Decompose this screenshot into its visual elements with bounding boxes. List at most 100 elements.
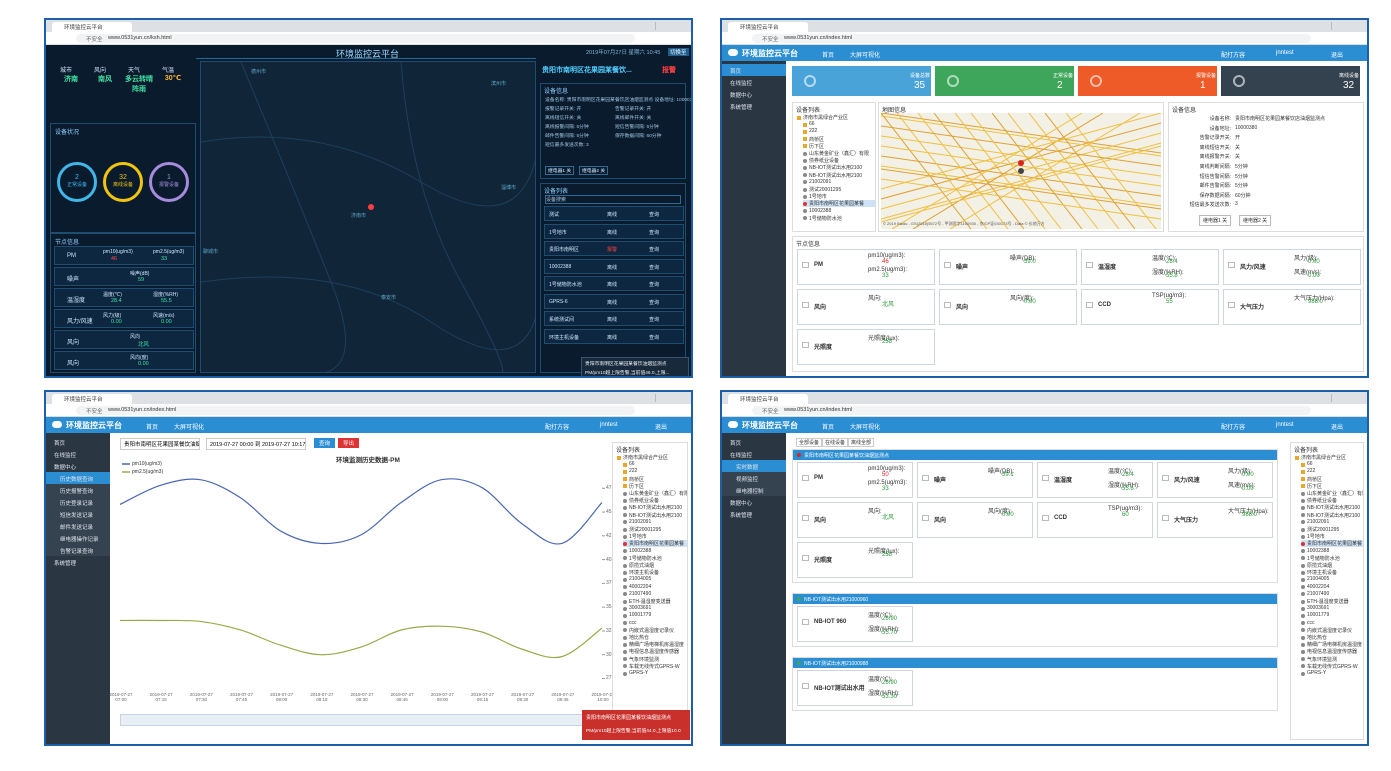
tree-item[interactable]: NB-IOT测试出水用2100 xyxy=(1301,504,1363,511)
filter-tab[interactable]: 全部设备 xyxy=(796,438,823,447)
tree-item[interactable]: 济南市黑绿合产业区 xyxy=(1295,454,1357,461)
filter-tab[interactable]: 在线设备 xyxy=(822,438,849,447)
tree-item[interactable]: 债券纸业设备 xyxy=(803,157,875,164)
tree-item[interactable]: 电视信息温湿度传感器 xyxy=(1301,648,1363,655)
tree-item[interactable]: 环境主机设备 xyxy=(623,569,687,576)
relay-button[interactable]: 继电器2 关 xyxy=(579,166,609,175)
relay-button[interactable]: 继电器1 关 xyxy=(545,166,575,175)
tree-item[interactable]: 气象环境监测 xyxy=(623,656,687,663)
nav-item[interactable]: 大屏可视化 xyxy=(850,53,881,59)
tree-item[interactable]: NB-IOT测试出水用2100 xyxy=(1301,512,1363,519)
query-button[interactable]: 查询 xyxy=(649,334,660,341)
sidebar-item[interactable]: 数据中心 xyxy=(722,88,786,100)
tree-item[interactable]: ETH-温湿度变送器 xyxy=(1301,598,1363,605)
org-menu[interactable]: 配打方容 xyxy=(1221,53,1246,59)
logout[interactable]: 退出 xyxy=(1331,53,1344,59)
tree-item[interactable]: 10002388 xyxy=(1301,548,1363,555)
user-menu[interactable]: jnntest xyxy=(1276,422,1294,428)
sidebar-item[interactable]: 首页 xyxy=(722,436,786,448)
tree-item[interactable]: 40002204 xyxy=(623,584,687,591)
sidebar-item[interactable]: 首页 xyxy=(722,64,786,76)
tree-item[interactable]: 山东黄金矿业（鑫汇）有限 xyxy=(803,150,875,157)
tree-item[interactable]: 21002091 xyxy=(623,519,687,526)
tree-item[interactable]: 原揽式油烟 xyxy=(623,562,687,569)
tree-item[interactable]: 贵阳市南明区花果园某餐 xyxy=(803,200,875,208)
filter-tab[interactable]: 离线全部 xyxy=(848,438,875,447)
tree-item[interactable]: 内嵌式温湿度记录仪 xyxy=(1301,627,1363,634)
tree-item[interactable]: 车载无线传式GPRS-W xyxy=(623,663,687,670)
tree-item[interactable]: NB-IOT测试出水用2100 xyxy=(623,512,687,519)
sidebar-item[interactable]: 系统管理 xyxy=(46,556,110,568)
tree-item[interactable]: 测试20001295 xyxy=(1301,526,1363,533)
query-button[interactable]: 查询 xyxy=(649,299,660,306)
query-button[interactable]: 查询 xyxy=(649,212,660,218)
tree-item[interactable]: 贵阳市南明区花果园某餐 xyxy=(1301,540,1363,548)
device-select[interactable]: 贵阳市南明区花果园某餐饮油烟 xyxy=(120,438,200,450)
sidebar-item[interactable]: 继电器操作记录 xyxy=(46,532,110,544)
tree-item[interactable]: 济南市黑绿合产业区 xyxy=(617,454,681,461)
nav-item[interactable]: 大屏可视化 xyxy=(174,425,205,431)
tree-item[interactable]: 贵阳市南明区花果园某餐 xyxy=(623,540,687,548)
tree-item[interactable]: 21007490 xyxy=(1301,591,1363,598)
org-menu[interactable]: 配打方容 xyxy=(545,425,570,431)
tree-item[interactable]: 商桥区 xyxy=(623,476,687,483)
tree-item[interactable]: NB-IOT测试出水用2100 xyxy=(623,504,687,511)
tree-item[interactable]: 商桥区 xyxy=(803,136,875,143)
tree-item[interactable]: 1号储物防水池 xyxy=(803,215,875,222)
tree-item[interactable]: 山东黄金矿业（鑫汇）有限 xyxy=(623,490,687,497)
tree-item[interactable]: 10001779 xyxy=(1301,612,1363,619)
sidebar-item[interactable]: 实时数据 xyxy=(722,460,786,472)
sidebar-item[interactable]: 历史数据查询 xyxy=(46,472,110,484)
sidebar-item[interactable]: 系统管理 xyxy=(722,508,786,520)
logout[interactable]: 退出 xyxy=(1331,425,1344,431)
tree-item[interactable]: ccc xyxy=(1301,620,1363,627)
tree-item[interactable]: ETH-温湿度变送器 xyxy=(623,598,687,605)
tree-item[interactable]: NB-IOT测试出水用2100 xyxy=(803,164,875,171)
tree-item[interactable]: 内嵌式温湿度记录仪 xyxy=(623,627,687,634)
query-button[interactable]: 查询 xyxy=(649,282,660,288)
tree-item[interactable]: GPRS-Y xyxy=(1301,670,1363,677)
tree-item[interactable]: ccc xyxy=(623,620,687,627)
tree-item[interactable]: 精细广场电梯机房温湿度 xyxy=(623,641,687,648)
tree-item[interactable]: 222 xyxy=(803,128,875,135)
query-button[interactable]: 查询 xyxy=(649,317,660,323)
date-range[interactable]: 2019-07-27 00:00 到 2019-07-27 10:17 xyxy=(206,438,306,450)
tree-item[interactable]: 1号地市 xyxy=(803,193,875,200)
tree-item[interactable]: 历下区 xyxy=(623,483,687,490)
sidebar-item[interactable]: 告警记录查询 xyxy=(46,544,110,556)
tree-item[interactable]: 21004005 xyxy=(1301,576,1363,583)
tree-item[interactable]: 债券纸业设备 xyxy=(1301,497,1363,504)
tree-item[interactable]: 21002091 xyxy=(1301,519,1363,526)
tree-item[interactable]: 30003691 xyxy=(623,605,687,612)
tree-item[interactable]: 测试20001295 xyxy=(623,526,687,533)
tree-item[interactable]: 21007490 xyxy=(623,591,687,598)
tree-item[interactable]: 原揽式油烟 xyxy=(1301,562,1363,569)
sidebar-item[interactable]: 在线监控 xyxy=(722,76,786,88)
export-button[interactable]: 导出 xyxy=(338,438,360,448)
sidebar-item[interactable]: 数据中心 xyxy=(722,496,786,508)
sidebar-item[interactable]: 短信发送记录 xyxy=(46,508,110,520)
tree-item[interactable]: 30003691 xyxy=(1301,605,1363,612)
nav-item[interactable]: 首页 xyxy=(822,425,835,431)
sidebar-item[interactable]: 系统管理 xyxy=(722,100,786,112)
tree-item[interactable]: 10001779 xyxy=(623,612,687,619)
user-menu[interactable]: jnntest xyxy=(600,422,618,428)
query-button[interactable]: 查询 xyxy=(649,247,660,253)
sidebar-item[interactable]: 在线监控 xyxy=(722,448,786,460)
logout[interactable]: 退出 xyxy=(655,425,668,431)
tree-item[interactable]: 21004005 xyxy=(623,576,687,583)
query-button[interactable]: 查询 xyxy=(314,438,336,448)
tree-item[interactable]: 地比热仓 xyxy=(623,634,687,641)
sidebar-item[interactable]: 历史登录记录 xyxy=(46,496,110,508)
tree-item[interactable]: 1号地市 xyxy=(623,533,687,540)
user-menu[interactable]: jnntest xyxy=(1276,50,1294,56)
tree-item[interactable]: 精细广场电梯机房温湿度 xyxy=(1301,641,1363,648)
tree-item[interactable]: 222 xyxy=(1301,468,1363,475)
tree-item[interactable]: 66 xyxy=(803,121,875,128)
nav-item[interactable]: 首页 xyxy=(146,425,159,431)
tree-item[interactable]: 商桥区 xyxy=(1301,476,1363,483)
query-button[interactable]: 查询 xyxy=(649,229,660,236)
tree-item[interactable]: 山东黄金矿业（鑫汇）有限 xyxy=(1301,490,1363,497)
sidebar-item[interactable]: 历史报警查询 xyxy=(46,484,110,496)
tree-item[interactable]: 电视信息温湿度传感器 xyxy=(623,648,687,655)
